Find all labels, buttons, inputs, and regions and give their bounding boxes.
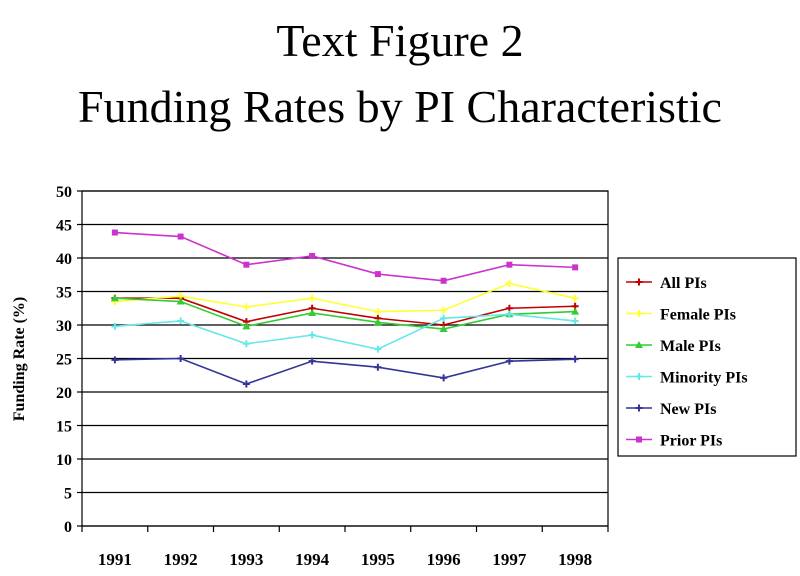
series-line: [114, 357, 576, 385]
legend-item: New PIs: [626, 401, 716, 418]
data-point: [505, 310, 513, 318]
x-tick-label: 1993: [229, 550, 263, 569]
series-line: [114, 297, 576, 330]
legend-label: Male PIs: [660, 338, 721, 355]
series-minority-pis: [111, 310, 579, 353]
legend-swatch-marker: [636, 436, 642, 443]
data-point: [308, 294, 316, 302]
series-line: [114, 231, 576, 282]
y-tick-label: 40: [56, 251, 72, 268]
legend-item: Male PIs: [626, 338, 721, 355]
legend-label: New PIs: [660, 401, 716, 418]
series-prior-pis: [111, 229, 579, 284]
legend-label: All PIs: [660, 275, 707, 292]
y-tick-label: 25: [56, 352, 72, 369]
y-tick-label: 15: [56, 419, 72, 436]
data-point: [111, 229, 118, 236]
data-point: [111, 322, 119, 330]
y-tick-label: 5: [64, 486, 72, 503]
data-point: [440, 314, 448, 322]
x-tick-label: 1991: [98, 550, 132, 569]
y-axis-label: Funding Rate (%): [11, 297, 28, 421]
data-point: [111, 356, 119, 364]
data-point: [505, 357, 513, 365]
y-tick-label: 20: [56, 385, 72, 402]
y-tick-label: 30: [56, 318, 72, 335]
data-point: [242, 303, 250, 311]
data-point: [308, 308, 317, 316]
legend-swatch-marker: [635, 404, 643, 412]
series-line: [114, 313, 576, 350]
legend-swatch-marker: [635, 373, 643, 380]
data-point: [374, 308, 382, 316]
x-tick-label: 1996: [427, 550, 461, 569]
data-point: [571, 317, 579, 325]
data-point: [242, 340, 250, 348]
data-point: [242, 380, 250, 388]
data-point: [177, 317, 185, 325]
legend-box: [617, 257, 797, 457]
legend-label: Prior PIs: [660, 433, 722, 450]
legend-item: All PIs: [626, 275, 707, 292]
chart-title-line1: Text Figure 2: [276, 15, 524, 66]
data-point: [177, 355, 185, 362]
series-line: [114, 297, 576, 326]
data-point: [374, 271, 381, 278]
legend: All PIs Female PIs Male PIs Minority PIs New…: [617, 257, 797, 457]
data-point: [242, 322, 251, 330]
data-point: [308, 331, 316, 339]
data-point: [309, 252, 316, 259]
legend-item: Female PIs: [626, 307, 736, 324]
data-point: [571, 355, 579, 363]
y-tick-label: 0: [64, 519, 72, 536]
series-new-pis: [111, 355, 579, 388]
legend-label: Female PIs: [660, 307, 736, 324]
y-tick-label: 10: [56, 452, 72, 469]
chart-title-line2: Funding Rates by PI Characteristic: [78, 81, 722, 132]
series-male-pis: [110, 294, 580, 333]
x-tick-label: 1997: [492, 550, 527, 569]
data-point: [571, 294, 579, 302]
data-point: [440, 374, 448, 382]
data-point: [110, 294, 119, 302]
data-point: [439, 325, 448, 333]
x-tick-label: 1995: [361, 550, 395, 569]
data-point: [243, 261, 250, 268]
data-point: [505, 279, 513, 287]
legend-item: Minority PIs: [626, 370, 748, 387]
data-point: [374, 345, 382, 353]
x-tick-label: 1992: [164, 550, 198, 569]
legend-label: Minority PIs: [660, 370, 748, 387]
y-tick-label: 45: [56, 218, 72, 235]
data-point: [571, 307, 580, 315]
data-point: [177, 233, 184, 240]
data-point: [440, 306, 448, 314]
x-tick-label: 1998: [558, 550, 592, 569]
legend-swatch-marker: [635, 310, 643, 317]
data-point: [440, 277, 447, 284]
y-tick-label: 50: [56, 184, 72, 201]
series-line: [114, 282, 576, 313]
data-point: [572, 264, 579, 271]
x-tick-label: 1994: [295, 550, 330, 569]
data-point: [308, 357, 316, 365]
data-point: [373, 318, 382, 326]
legend-swatch-marker: [635, 278, 643, 286]
data-point: [176, 297, 185, 305]
data-point: [506, 261, 513, 268]
legend-item: Prior PIs: [626, 433, 722, 450]
data-point: [374, 363, 382, 371]
plot-area: 0 5 10 15 20 25 30 35 40 45 50 1991 1992 1993 1994 1995…: [56, 184, 609, 569]
y-tick-label: 35: [56, 285, 72, 302]
legend-swatch-marker: [635, 341, 643, 348]
